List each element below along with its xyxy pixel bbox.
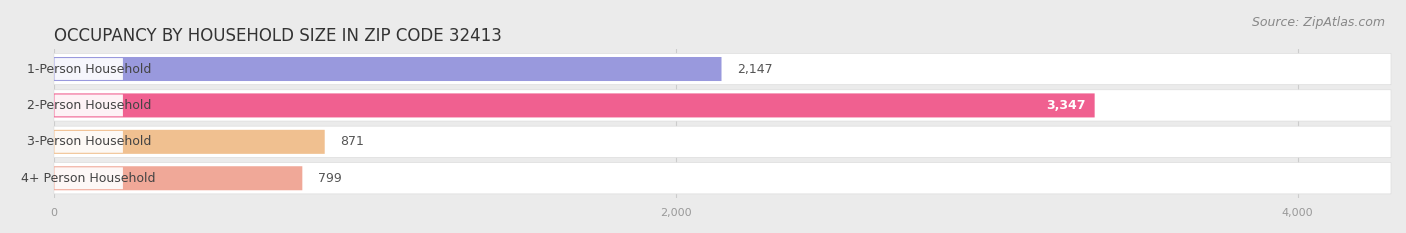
- Text: OCCUPANCY BY HOUSEHOLD SIZE IN ZIP CODE 32413: OCCUPANCY BY HOUSEHOLD SIZE IN ZIP CODE …: [53, 27, 502, 45]
- FancyBboxPatch shape: [53, 130, 325, 154]
- FancyBboxPatch shape: [53, 90, 1391, 121]
- Text: Source: ZipAtlas.com: Source: ZipAtlas.com: [1251, 16, 1385, 29]
- Text: 3,347: 3,347: [1046, 99, 1085, 112]
- Text: 2,147: 2,147: [737, 62, 773, 75]
- FancyBboxPatch shape: [55, 167, 122, 189]
- FancyBboxPatch shape: [53, 93, 1095, 117]
- Text: 2-Person Household: 2-Person Household: [27, 99, 150, 112]
- Text: 4+ Person Household: 4+ Person Household: [21, 172, 156, 185]
- FancyBboxPatch shape: [55, 58, 122, 80]
- FancyBboxPatch shape: [53, 166, 302, 190]
- FancyBboxPatch shape: [53, 163, 1391, 194]
- Text: 871: 871: [340, 135, 364, 148]
- FancyBboxPatch shape: [53, 126, 1391, 158]
- FancyBboxPatch shape: [53, 57, 721, 81]
- FancyBboxPatch shape: [53, 53, 1391, 85]
- FancyBboxPatch shape: [55, 131, 122, 153]
- Text: 3-Person Household: 3-Person Household: [27, 135, 150, 148]
- FancyBboxPatch shape: [55, 95, 122, 116]
- Text: 799: 799: [318, 172, 342, 185]
- Text: 1-Person Household: 1-Person Household: [27, 62, 150, 75]
